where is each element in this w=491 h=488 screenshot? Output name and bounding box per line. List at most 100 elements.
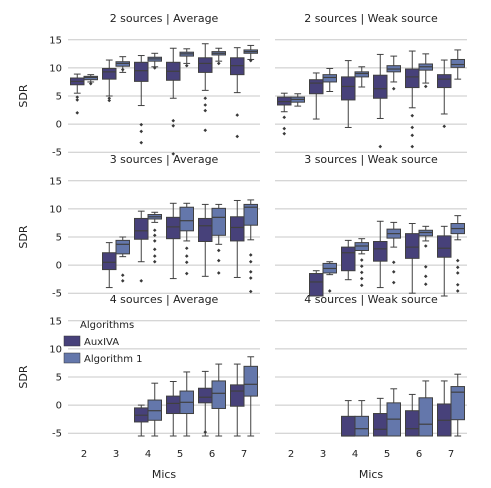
box-algorithm-1-mics-6 — [211, 363, 226, 437]
box-auxiva-mics-5 — [373, 397, 388, 437]
box-iqr — [309, 273, 324, 297]
outlier-point — [410, 125, 415, 130]
outlier-point — [391, 270, 396, 274]
box-auxiva-mics-6 — [198, 43, 213, 133]
box-iqr — [341, 415, 356, 437]
xtick-label: 5 — [177, 449, 183, 460]
outlier-point — [152, 259, 157, 264]
box-algorithm-1-mics-3 — [115, 236, 130, 283]
xtick-label: 7 — [241, 449, 247, 460]
box-auxiva-mics-7 — [437, 59, 452, 129]
box-auxiva-mics-7 — [230, 363, 245, 437]
box-iqr — [198, 387, 213, 404]
outlier-point — [203, 128, 208, 133]
box-iqr — [405, 68, 420, 89]
box-iqr — [405, 410, 420, 437]
x-axis-title: Mics — [359, 468, 384, 481]
box-iqr — [102, 67, 117, 80]
box-auxiva-mics-7 — [437, 380, 452, 437]
xtick-label: 2 — [288, 449, 294, 460]
outlier-point — [235, 134, 240, 139]
box-auxiva-mics-4 — [134, 210, 149, 283]
outlier-point — [282, 126, 287, 131]
panel-title: 2 sources | Average — [110, 12, 219, 25]
box-algorithm-1-mics-7 — [450, 373, 465, 437]
outlier-point — [216, 258, 221, 263]
outlier-point — [423, 264, 428, 269]
outlier-point — [139, 129, 144, 134]
box-iqr — [373, 240, 388, 262]
panel-title: 4 sources | Weak source — [304, 293, 438, 306]
outlier-point — [248, 276, 253, 280]
outlier-point — [120, 67, 125, 72]
xtick-label: 7 — [448, 449, 454, 460]
outlier-point — [410, 144, 415, 149]
ytick-label: 0 — [56, 120, 62, 131]
outlier-point — [248, 253, 253, 257]
box-auxiva-mics-6 — [405, 223, 420, 294]
box-iqr — [166, 216, 181, 240]
box-algorithm-1-mics-5 — [386, 55, 401, 91]
ytick-label: -5 — [52, 148, 62, 159]
outlier-point — [248, 259, 253, 264]
box-iqr — [230, 216, 245, 242]
outlier-point — [248, 270, 253, 274]
outlier-point — [423, 274, 428, 279]
ytick-label: 10 — [49, 204, 62, 215]
legend-label: AuxIVA — [84, 337, 119, 348]
ytick-label: 15 — [49, 316, 62, 327]
box-algorithm-1-mics-5 — [386, 221, 401, 285]
box-auxiva-mics-4 — [341, 400, 356, 437]
outlier-point — [455, 265, 460, 270]
outlier-point — [282, 115, 287, 120]
box-iqr — [341, 76, 356, 101]
outlier-point — [455, 289, 460, 293]
outlier-point — [327, 289, 332, 293]
xtick-label: 3 — [113, 449, 119, 460]
box-algorithm-1-mics-5 — [179, 48, 194, 68]
outlier-point — [455, 258, 460, 263]
outlier-point — [423, 282, 428, 286]
panel-3: -5 0 5 10 15 3 sources | Average SDR — [17, 153, 260, 300]
box-algorithm-1-mics-7 — [450, 49, 465, 80]
legend-swatch — [63, 335, 81, 347]
box-algorithm-1-mics-5 — [179, 202, 194, 276]
ytick-label: 0 — [56, 261, 62, 272]
box-algorithm-1-mics-4 — [354, 66, 369, 88]
box-auxiva-mics-6 — [405, 393, 420, 437]
outlier-point — [282, 131, 287, 136]
box-auxiva-mics-6 — [198, 203, 213, 277]
outlier-point — [107, 98, 112, 103]
outlier-point — [378, 144, 383, 149]
box-iqr — [243, 365, 258, 397]
box-auxiva-mics-2 — [70, 73, 85, 115]
xtick-label: 4 — [145, 449, 151, 460]
box-algorithm-1-mics-7 — [243, 356, 258, 437]
box-iqr — [243, 203, 258, 226]
box-auxiva-mics-7 — [230, 199, 245, 278]
box-iqr — [405, 233, 420, 259]
box-iqr — [437, 235, 452, 258]
y-axis-title: SDR — [17, 84, 30, 107]
outlier-point — [152, 228, 157, 233]
box-algorithm-1-mics-3 — [115, 56, 130, 73]
y-axis-title: SDR — [17, 225, 30, 248]
box-iqr — [115, 239, 130, 255]
outlier-point — [107, 96, 112, 101]
outlier-point — [184, 246, 189, 251]
box-auxiva-mics-3 — [309, 270, 324, 297]
box-algorithm-1-mics-6 — [418, 225, 433, 286]
box-iqr — [373, 74, 388, 99]
outlier-point — [171, 152, 176, 156]
panel-title: 3 sources | Weak source — [304, 153, 438, 166]
legend-swatch — [63, 352, 81, 364]
box-iqr — [230, 384, 245, 407]
outlier-point — [152, 254, 157, 258]
box-auxiva-mics-4 — [134, 404, 149, 437]
box-iqr — [198, 57, 213, 73]
outlier-point — [359, 258, 364, 262]
outlier-point — [203, 108, 208, 113]
xtick-label: 3 — [320, 449, 326, 460]
legend-label: Algorithm 1 — [84, 354, 143, 365]
